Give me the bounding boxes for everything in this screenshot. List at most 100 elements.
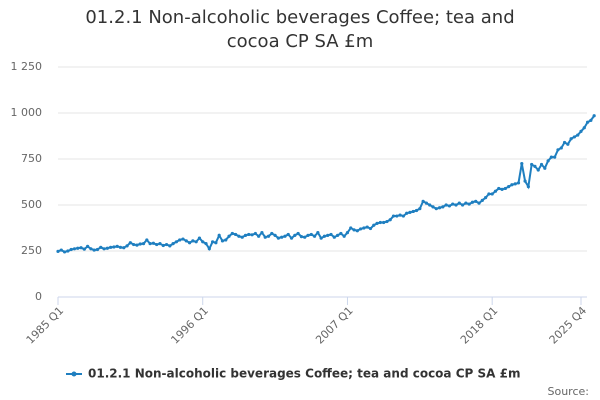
point xyxy=(237,234,241,238)
point xyxy=(421,199,425,203)
point xyxy=(132,242,136,247)
point xyxy=(293,233,297,237)
point xyxy=(69,247,73,252)
point xyxy=(322,234,327,238)
point xyxy=(579,129,583,133)
point xyxy=(161,243,165,248)
y-tick-label: 1 000 xyxy=(11,106,43,119)
point xyxy=(543,166,547,170)
point xyxy=(418,207,422,211)
point xyxy=(487,192,491,196)
point xyxy=(191,239,195,243)
point xyxy=(437,206,442,210)
point xyxy=(201,240,205,244)
point xyxy=(523,179,527,183)
point xyxy=(151,241,155,245)
point xyxy=(533,164,537,168)
point xyxy=(566,142,570,146)
point xyxy=(493,189,498,193)
point xyxy=(217,233,221,237)
point xyxy=(86,244,90,248)
point xyxy=(299,235,304,239)
y-tick-label: 500 xyxy=(21,198,42,211)
point xyxy=(145,238,149,242)
point xyxy=(490,192,494,196)
point xyxy=(164,242,169,247)
point xyxy=(59,248,63,252)
chart-title: 01.2.1 Non-alcoholic beverages Coffee; t… xyxy=(85,7,515,52)
point xyxy=(204,242,208,246)
point xyxy=(230,231,234,236)
point xyxy=(286,232,290,237)
point xyxy=(187,241,192,245)
point xyxy=(556,148,560,152)
point xyxy=(82,247,86,251)
point xyxy=(309,232,313,237)
point xyxy=(539,162,544,167)
point xyxy=(362,226,366,230)
point xyxy=(112,245,116,249)
point xyxy=(250,233,254,237)
point xyxy=(210,240,215,244)
y-tick-label: 750 xyxy=(21,152,42,165)
point xyxy=(546,159,550,163)
point xyxy=(329,232,333,237)
point xyxy=(382,220,386,225)
point xyxy=(109,245,113,249)
point xyxy=(441,205,445,209)
point xyxy=(266,234,271,238)
point xyxy=(553,155,557,159)
point xyxy=(530,162,534,167)
point xyxy=(105,246,109,250)
point xyxy=(592,114,596,118)
point xyxy=(224,238,228,242)
point xyxy=(477,201,481,205)
point xyxy=(431,205,435,209)
point xyxy=(306,233,310,237)
point xyxy=(569,137,573,141)
point xyxy=(332,235,336,239)
point xyxy=(181,237,185,241)
point xyxy=(303,235,307,239)
point xyxy=(270,231,274,236)
point xyxy=(467,202,471,206)
point xyxy=(451,202,455,206)
point xyxy=(559,146,563,150)
point xyxy=(457,201,461,205)
point xyxy=(562,140,567,145)
point xyxy=(434,207,438,211)
point xyxy=(326,233,330,237)
point xyxy=(414,208,419,213)
point xyxy=(572,135,577,139)
point xyxy=(141,242,146,246)
point xyxy=(428,203,432,207)
point xyxy=(352,228,356,232)
point xyxy=(335,233,340,237)
point xyxy=(280,235,284,239)
point xyxy=(128,241,132,245)
point xyxy=(171,242,175,246)
point xyxy=(589,118,593,122)
point xyxy=(316,231,320,235)
point xyxy=(99,245,103,249)
point xyxy=(454,203,458,207)
point xyxy=(339,231,343,236)
point xyxy=(536,168,540,172)
point xyxy=(234,232,238,237)
point xyxy=(312,234,317,238)
y-tick-label: 1 250 xyxy=(11,60,43,73)
x-tick-label: 2007 Q1 xyxy=(313,304,356,347)
point xyxy=(424,201,429,205)
point xyxy=(79,246,83,250)
point xyxy=(263,235,267,239)
point xyxy=(484,196,488,200)
point xyxy=(497,186,501,191)
point xyxy=(368,226,373,231)
point xyxy=(257,234,261,238)
x-tick-label: 1996 Q1 xyxy=(168,304,211,347)
point xyxy=(480,198,484,202)
point xyxy=(158,242,162,246)
point xyxy=(289,236,294,240)
